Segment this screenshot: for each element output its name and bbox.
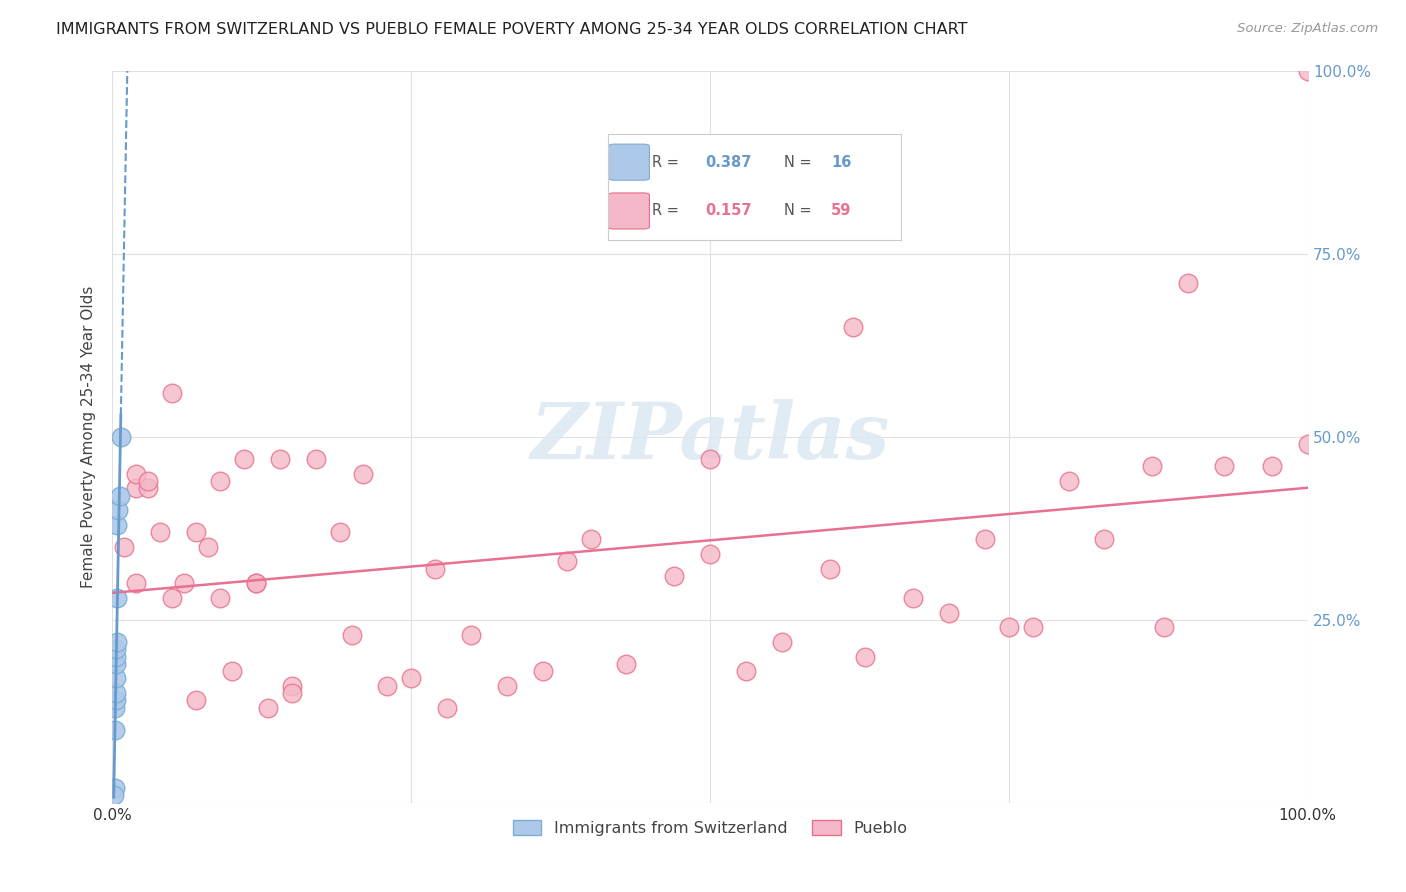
Point (209, 591, 232, 605)
Point (105, 642, 128, 657)
Text: Source: ZipAtlas.com: Source: ZipAtlas.com (1237, 22, 1378, 36)
Point (377, 679, 399, 693)
Point (149, 525, 172, 540)
Point (340, 627, 363, 641)
Point (125, 467, 148, 481)
Point (245, 576, 267, 591)
Point (401, 672, 423, 686)
Point (699, 547, 721, 561)
Point (998, 620, 1021, 634)
Point (105, 635, 128, 649)
Point (425, 562, 447, 576)
Point (1177, 277, 1199, 291)
Legend: Immigrants from Switzerland, Pueblo: Immigrants from Switzerland, Pueblo (506, 814, 914, 842)
Point (281, 679, 304, 693)
Text: ZIPatlas: ZIPatlas (530, 399, 890, 475)
Point (1213, 459, 1236, 474)
Point (162, 386, 183, 401)
Point (103, 789, 125, 803)
Point (664, 569, 686, 583)
Point (138, 481, 160, 495)
Point (699, 452, 721, 467)
Point (245, 576, 267, 591)
Point (138, 474, 160, 488)
Point (162, 591, 183, 605)
Point (436, 700, 458, 714)
Point (329, 525, 352, 540)
Point (107, 503, 129, 517)
Point (125, 481, 148, 495)
Point (105, 591, 128, 605)
Point (221, 664, 243, 678)
Point (1094, 533, 1116, 547)
Point (305, 452, 328, 467)
Point (233, 452, 256, 467)
Point (209, 474, 232, 488)
Point (257, 700, 280, 714)
Point (1296, 437, 1319, 451)
Point (974, 533, 997, 547)
Point (818, 562, 841, 576)
Point (938, 606, 960, 620)
Point (1057, 474, 1080, 488)
Point (281, 686, 304, 700)
Point (125, 576, 148, 591)
Point (903, 591, 925, 605)
Point (104, 723, 127, 737)
Point (105, 517, 128, 532)
Point (105, 693, 128, 707)
Point (735, 664, 758, 678)
Point (108, 489, 131, 503)
Point (105, 686, 128, 700)
Point (1022, 620, 1045, 634)
Point (173, 576, 195, 591)
Point (531, 664, 554, 678)
Point (616, 657, 638, 671)
Point (496, 679, 519, 693)
Point (104, 781, 127, 796)
Point (197, 540, 219, 554)
Point (770, 635, 793, 649)
Point (855, 649, 877, 664)
Y-axis label: Female Poverty Among 25-34 Year Olds: Female Poverty Among 25-34 Year Olds (80, 286, 96, 588)
Point (842, 320, 865, 334)
Point (1153, 620, 1175, 634)
Point (269, 452, 291, 467)
Point (104, 700, 127, 714)
Point (105, 649, 128, 664)
Point (105, 672, 128, 686)
Point (1261, 459, 1284, 474)
Point (105, 657, 128, 671)
Point (110, 430, 132, 444)
Point (186, 525, 208, 540)
Point (460, 627, 482, 641)
Point (186, 693, 208, 707)
Point (1296, 64, 1319, 78)
Point (555, 554, 578, 568)
Point (114, 540, 135, 554)
Point (1142, 459, 1164, 474)
Point (579, 533, 602, 547)
Point (352, 467, 374, 481)
Text: IMMIGRANTS FROM SWITZERLAND VS PUEBLO FEMALE POVERTY AMONG 25-34 YEAR OLDS CORRE: IMMIGRANTS FROM SWITZERLAND VS PUEBLO FE… (56, 22, 967, 37)
